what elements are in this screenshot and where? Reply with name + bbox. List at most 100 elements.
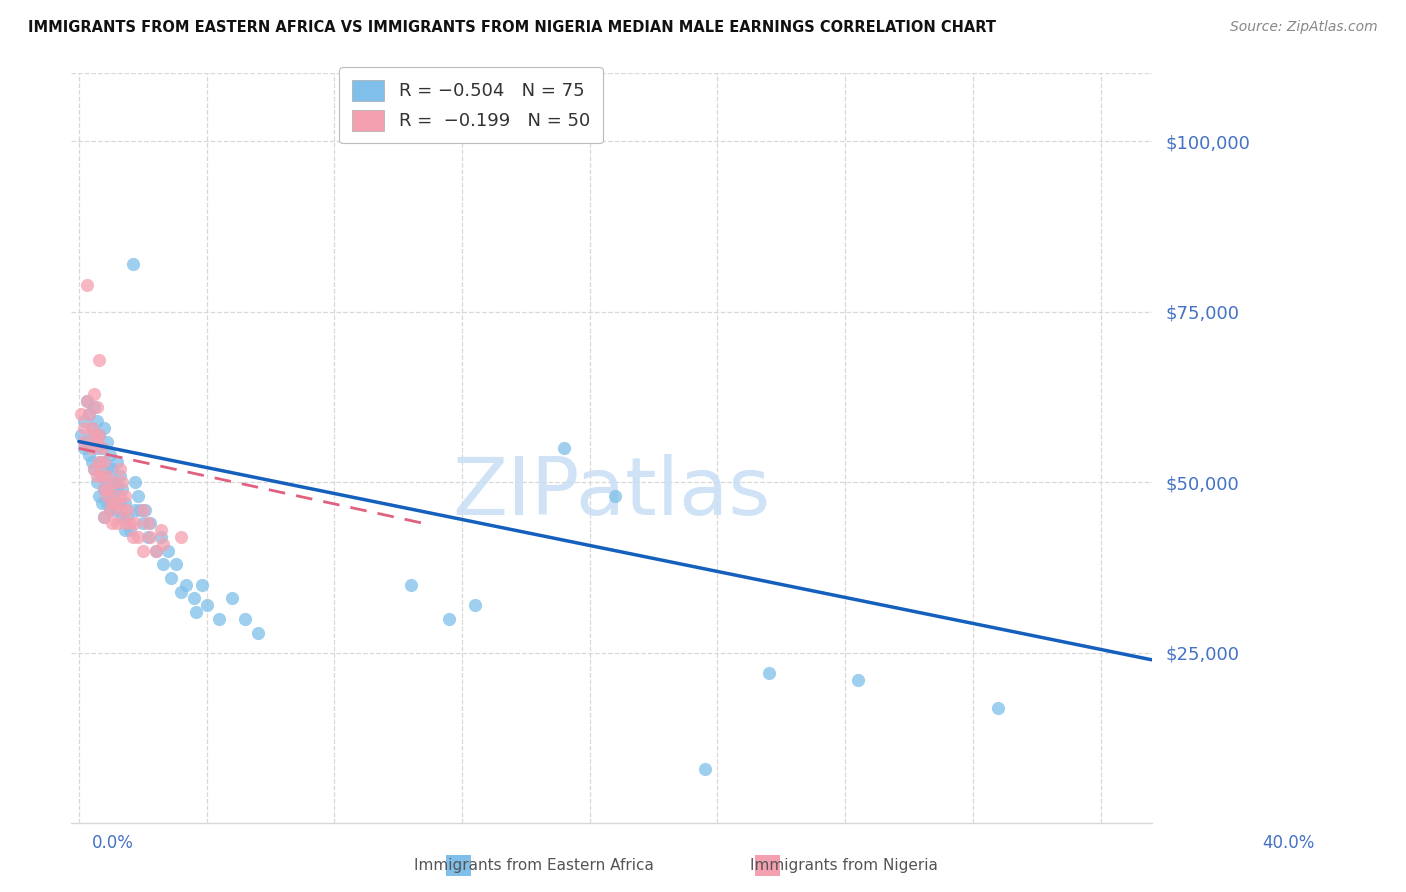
- Point: [83, 401, 105, 415]
- Point: [73, 434, 96, 449]
- Point: [152, 537, 174, 551]
- Point: [89, 489, 111, 503]
- Point: [136, 516, 159, 531]
- Point: [86, 414, 108, 428]
- Point: [605, 489, 627, 503]
- Point: [73, 421, 96, 435]
- Point: [139, 516, 162, 531]
- Text: Source: ZipAtlas.com: Source: ZipAtlas.com: [1230, 20, 1378, 34]
- Point: [118, 516, 141, 531]
- Point: [846, 673, 869, 688]
- Point: [104, 475, 127, 490]
- Point: [70, 407, 93, 421]
- Point: [170, 530, 193, 544]
- Point: [70, 427, 93, 442]
- Point: [145, 543, 167, 558]
- Point: [80, 442, 103, 456]
- Point: [86, 442, 108, 456]
- Point: [108, 468, 131, 483]
- Point: [121, 257, 143, 271]
- Point: [129, 502, 152, 516]
- Point: [89, 427, 111, 442]
- Point: [114, 523, 136, 537]
- Point: [105, 483, 128, 497]
- Point: [77, 407, 100, 421]
- Point: [233, 612, 256, 626]
- Point: [101, 496, 124, 510]
- Point: [157, 543, 180, 558]
- Point: [693, 762, 716, 776]
- Point: [114, 489, 136, 503]
- Point: [127, 530, 149, 544]
- Point: [139, 530, 162, 544]
- Point: [80, 455, 103, 469]
- Point: [89, 352, 111, 367]
- Point: [114, 516, 136, 531]
- Point: [104, 475, 127, 490]
- Point: [111, 483, 134, 497]
- Point: [399, 578, 422, 592]
- Text: 40.0%: 40.0%: [1263, 834, 1315, 852]
- Point: [77, 407, 100, 421]
- Point: [758, 666, 780, 681]
- Point: [86, 434, 108, 449]
- Point: [160, 571, 183, 585]
- Point: [93, 455, 115, 469]
- Point: [105, 455, 128, 469]
- Point: [149, 523, 172, 537]
- Point: [553, 442, 575, 456]
- Text: ZIPatlas: ZIPatlas: [453, 454, 770, 533]
- Point: [174, 578, 197, 592]
- Point: [987, 700, 1010, 714]
- Point: [83, 462, 105, 476]
- Point: [464, 599, 486, 613]
- Point: [121, 530, 143, 544]
- Point: [89, 427, 111, 442]
- Point: [93, 509, 115, 524]
- Point: [111, 502, 134, 516]
- Point: [117, 502, 139, 516]
- Point: [76, 393, 98, 408]
- Point: [183, 591, 205, 606]
- Point: [73, 414, 96, 428]
- Point: [105, 496, 128, 510]
- Point: [73, 442, 96, 456]
- Point: [89, 455, 111, 469]
- Point: [83, 427, 105, 442]
- Point: [93, 483, 115, 497]
- Point: [98, 502, 121, 516]
- Point: [190, 578, 212, 592]
- Point: [221, 591, 243, 606]
- Point: [80, 421, 103, 435]
- Point: [86, 475, 108, 490]
- Point: [117, 509, 139, 524]
- Point: [132, 543, 155, 558]
- Point: [101, 462, 124, 476]
- Point: [90, 468, 112, 483]
- Point: [90, 442, 112, 456]
- Point: [186, 605, 208, 619]
- Point: [111, 509, 134, 524]
- Point: [101, 489, 124, 503]
- Point: [98, 483, 121, 497]
- Point: [170, 584, 193, 599]
- Point: [127, 489, 149, 503]
- Point: [83, 386, 105, 401]
- Point: [101, 516, 124, 531]
- Point: [108, 496, 131, 510]
- Point: [439, 612, 461, 626]
- Point: [90, 442, 112, 456]
- Point: [114, 496, 136, 510]
- Point: [152, 558, 174, 572]
- Point: [124, 516, 146, 531]
- Point: [86, 468, 108, 483]
- Point: [76, 434, 98, 449]
- Point: [93, 421, 115, 435]
- Point: [83, 427, 105, 442]
- Point: [86, 401, 108, 415]
- Point: [96, 468, 118, 483]
- Point: [136, 530, 159, 544]
- Point: [118, 523, 141, 537]
- Point: [104, 502, 127, 516]
- Point: [98, 475, 121, 490]
